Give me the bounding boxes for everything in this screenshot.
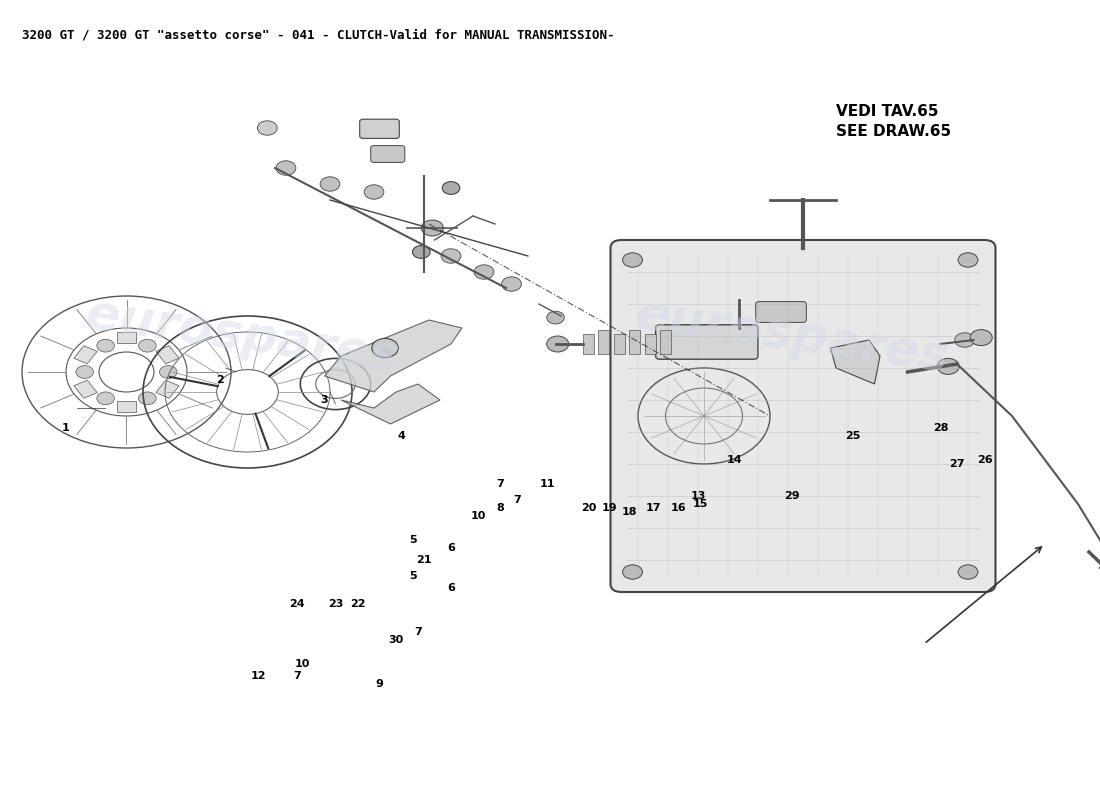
Circle shape [937,358,959,374]
Text: 5: 5 [409,535,416,545]
Text: 5: 5 [409,571,416,581]
Circle shape [97,392,114,405]
Bar [660,330,671,354]
Circle shape [958,565,978,579]
Text: 7: 7 [414,627,422,637]
Circle shape [320,177,340,191]
Text: 13: 13 [691,491,706,501]
Bar [117,332,136,343]
Circle shape [364,185,384,199]
Text: eurospares: eurospares [632,290,952,382]
Bar [629,330,640,354]
Circle shape [442,182,460,194]
Bar [583,334,594,354]
Circle shape [160,366,177,378]
Text: 26: 26 [977,455,992,465]
Text: 21: 21 [416,555,431,565]
Text: 9: 9 [375,679,384,689]
Circle shape [547,311,564,324]
Text: 12: 12 [251,671,266,681]
Text: 3: 3 [321,395,328,405]
Text: 8: 8 [496,503,505,513]
Bar [598,330,609,354]
Bar [74,346,97,364]
Text: 2: 2 [216,375,224,385]
Bar [156,346,179,364]
Bar [117,401,136,412]
FancyBboxPatch shape [610,240,996,592]
Circle shape [76,366,94,378]
Text: 23: 23 [328,599,343,609]
Bar [645,334,656,354]
Circle shape [502,277,521,291]
Text: 20: 20 [581,503,596,513]
Circle shape [623,253,642,267]
FancyBboxPatch shape [360,119,399,138]
Text: 6: 6 [447,583,455,593]
Circle shape [412,246,430,258]
Circle shape [547,336,569,352]
Circle shape [958,253,978,267]
Circle shape [970,330,992,346]
Circle shape [441,249,461,263]
Circle shape [139,392,156,405]
Text: 7: 7 [293,671,301,681]
Text: 7: 7 [513,495,521,505]
Polygon shape [830,340,880,384]
Text: 27: 27 [949,459,965,469]
Text: 14: 14 [727,455,742,465]
Bar [156,380,179,398]
Text: 16: 16 [671,503,686,513]
Text: 30: 30 [388,635,404,645]
Circle shape [97,339,114,352]
Text: 25: 25 [845,431,860,441]
Text: 22: 22 [350,599,365,609]
FancyBboxPatch shape [756,302,806,322]
Polygon shape [341,384,440,424]
Text: 28: 28 [933,423,948,433]
Text: 6: 6 [447,543,455,553]
Circle shape [421,220,443,236]
Text: 24: 24 [289,599,305,609]
Text: 4: 4 [397,431,406,441]
Text: eurospares: eurospares [82,290,402,382]
Circle shape [139,339,156,352]
Circle shape [623,565,642,579]
Text: 7: 7 [496,479,505,489]
Text: 19: 19 [602,503,617,513]
Text: 10: 10 [471,511,486,521]
Circle shape [276,161,296,175]
Bar [614,334,625,354]
Bar [74,380,97,398]
Circle shape [257,121,277,135]
FancyBboxPatch shape [656,325,758,359]
Text: 11: 11 [540,479,556,489]
Circle shape [955,333,975,347]
Text: 29: 29 [784,491,800,501]
FancyBboxPatch shape [371,146,405,162]
Circle shape [372,338,398,358]
Text: 17: 17 [646,503,661,513]
Text: 15: 15 [693,499,708,509]
Polygon shape [324,320,462,392]
Text: 10: 10 [295,659,310,669]
Text: VEDI TAV.65
SEE DRAW.65: VEDI TAV.65 SEE DRAW.65 [836,104,952,138]
Circle shape [474,265,494,279]
Text: 1: 1 [62,423,70,433]
Text: 18: 18 [621,507,637,517]
Text: 3200 GT / 3200 GT "assetto corse" - 041 - CLUTCH-Valid for MANUAL TRANSMISSION-: 3200 GT / 3200 GT "assetto corse" - 041 … [22,28,615,41]
